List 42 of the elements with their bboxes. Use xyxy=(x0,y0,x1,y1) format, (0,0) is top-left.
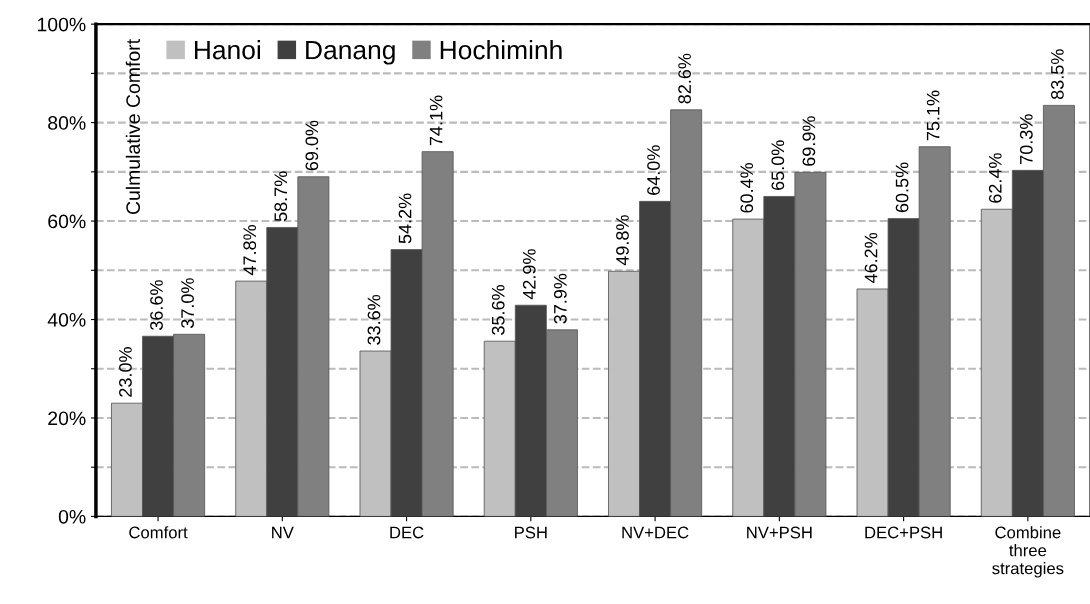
data-label: 64.0% xyxy=(647,145,660,195)
data-label: 65.0% xyxy=(771,140,785,190)
data-label: 58.7% xyxy=(274,171,288,222)
data-label: 83.5% xyxy=(1051,49,1064,100)
x-tick-label: DEC+PSH xyxy=(865,526,942,539)
legend-label: Hanoi xyxy=(194,39,260,60)
x-tick-label: NV xyxy=(272,526,294,539)
data-label: 69.9% xyxy=(802,116,816,166)
x-tick-label: Combine three strategies xyxy=(992,526,1064,578)
y-tick-label: 60% xyxy=(48,214,86,229)
x-tick-label: PSH xyxy=(515,526,547,539)
data-label: 46.2% xyxy=(864,232,878,284)
y-axis-title: Culmulative Comfort xyxy=(125,39,141,215)
x-tick-label: Comfort xyxy=(129,526,188,539)
data-label: 69.0% xyxy=(305,120,319,171)
data-label: 35.6% xyxy=(491,285,505,335)
data-label: 62.4% xyxy=(988,153,1002,203)
data-label: 42.9% xyxy=(522,249,536,300)
data-label: 74.1% xyxy=(429,95,443,146)
data-label: 23.0% xyxy=(119,347,132,397)
y-tick-label: 40% xyxy=(47,312,86,327)
data-label: 37.9% xyxy=(553,273,567,324)
data-label: 60.4% xyxy=(740,162,754,213)
legend-label: Danang xyxy=(306,40,395,65)
data-label: 60.5% xyxy=(895,162,909,213)
data-label: 47.8% xyxy=(243,225,257,276)
x-tick-label: DEC xyxy=(390,526,424,539)
data-label: 82.6% xyxy=(678,53,691,104)
data-label: 54.2% xyxy=(398,193,412,244)
y-tick-label: 80% xyxy=(48,116,86,130)
y-tick-label: 20% xyxy=(48,411,86,426)
data-label: 33.6% xyxy=(367,294,381,345)
data-label: 70.3% xyxy=(1019,114,1033,164)
legend-label: Hochiminh xyxy=(440,39,562,60)
x-tick-label: NV+PSH xyxy=(747,526,812,539)
data-label: 75.1% xyxy=(926,90,940,141)
data-label: 49.8% xyxy=(616,215,629,266)
y-tick-label: 100% xyxy=(37,17,86,32)
data-label: 36.6% xyxy=(150,280,163,331)
data-label: 37.0% xyxy=(181,278,194,329)
y-tick-label: 0% xyxy=(58,509,86,524)
x-tick-label: NV+DEC xyxy=(622,526,689,539)
